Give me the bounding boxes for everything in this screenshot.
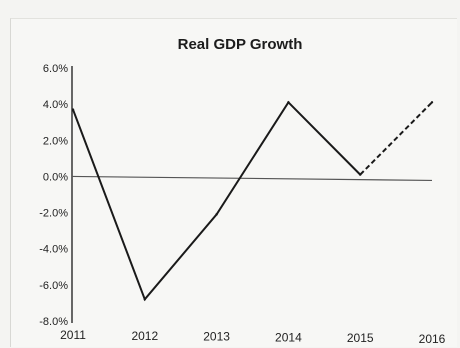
x-tick-label: 2011 [60,328,86,342]
x-tick-label: 2012 [131,329,158,343]
x-tick-label: 2013 [203,330,230,344]
chart-title: Real GDP Growth [178,36,303,53]
y-tick-label: -6.0% [39,280,68,292]
chart-frame [10,18,457,347]
y-tick-label: 6.0% [43,63,68,75]
y-tick-label: -8.0% [39,316,68,328]
data-point [215,213,218,216]
data-point [430,101,434,104]
x-tick-label: 2014 [275,330,302,344]
y-tick-label: 2.0% [43,135,68,147]
zero-line [71,175,433,182]
data-point [71,108,75,111]
y-tick-label: -2.0% [39,208,68,220]
y-tick-label: 0.0% [43,171,68,183]
x-tick-label: 2016 [419,332,446,346]
series-line-projection [359,101,433,176]
y-tick-labels: 6.0% 4.0% 2.0% 0.0% -2.0% -4.0% -6.0% -8.0% [39,63,68,328]
data-point [143,298,146,301]
series-layer [71,100,434,302]
series-line [72,100,361,302]
y-tick-label: 4.0% [43,99,68,111]
data-point [287,101,290,104]
y-tick-label: -4.0% [39,244,68,256]
chart-axes [71,66,433,323]
x-tick-label: 2015 [347,331,374,345]
data-point [359,173,362,176]
x-tick-labels: 2011 2012 2013 2014 2015 2016 [60,328,446,346]
